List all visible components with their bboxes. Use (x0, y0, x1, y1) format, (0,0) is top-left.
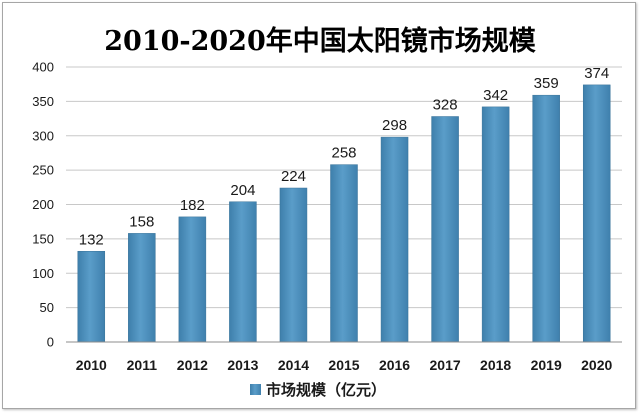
y-tick-label: 0 (47, 335, 54, 350)
bar (481, 106, 510, 343)
data-label: 204 (230, 182, 255, 199)
x-tick-label: 2016 (379, 357, 410, 373)
bar (128, 233, 156, 343)
bar (279, 187, 308, 343)
data-label: 182 (180, 197, 205, 214)
x-tick-label: 2017 (430, 357, 461, 373)
chart-title: 2010-2020年中国太阳镜市场规模 (104, 25, 536, 57)
bar (77, 251, 106, 343)
bar (330, 164, 358, 343)
x-tick-label: 2011 (127, 357, 158, 373)
bar (229, 201, 257, 343)
x-tick-label: 2015 (328, 357, 359, 373)
y-tick-label: 50 (40, 300, 54, 315)
y-tick-label: 400 (32, 60, 54, 75)
y-tick-label: 350 (32, 94, 54, 109)
y-tick-label: 100 (32, 266, 54, 281)
data-label: 224 (281, 168, 306, 185)
legend-swatch (250, 384, 261, 395)
y-axis: 0 50 100 150 200 250 300 350 400 (32, 60, 54, 350)
bar (532, 94, 560, 343)
data-label: 328 (433, 97, 458, 114)
x-tick-label: 2018 (480, 357, 511, 373)
x-axis: 2010 2011 2012 2013 2014 2015 2016 2017 2018 2019… (66, 341, 622, 373)
data-label: 342 (483, 87, 508, 104)
data-label: 132 (79, 231, 104, 248)
x-tick-label: 2012 (177, 357, 208, 373)
y-tick-label: 200 (32, 197, 54, 212)
data-label: 359 (534, 75, 559, 92)
data-label: 158 (129, 213, 154, 230)
legend-label: 市场规模（亿元） (266, 381, 386, 399)
bar (431, 116, 459, 343)
x-tick-label: 2014 (278, 357, 309, 373)
bar (380, 136, 409, 343)
data-label: 374 (584, 65, 609, 82)
bar (178, 216, 207, 343)
y-tick-label: 250 (32, 163, 54, 178)
bars (77, 84, 611, 343)
y-tick-label: 300 (32, 128, 54, 143)
chart-frame (2, 2, 636, 409)
legend: 市场规模（亿元） (250, 381, 386, 399)
y-tick-label: 150 (32, 231, 54, 246)
x-tick-label: 2019 (531, 357, 562, 373)
data-label: 258 (331, 145, 356, 162)
x-tick-label: 2010 (76, 357, 107, 373)
x-tick-label: 2020 (581, 357, 612, 373)
data-labels: 132 158 182 204 224 258 298 328 342 359 374 (79, 65, 609, 248)
bar (582, 84, 611, 343)
x-tick-label: 2013 (227, 357, 258, 373)
data-label: 298 (382, 117, 407, 134)
